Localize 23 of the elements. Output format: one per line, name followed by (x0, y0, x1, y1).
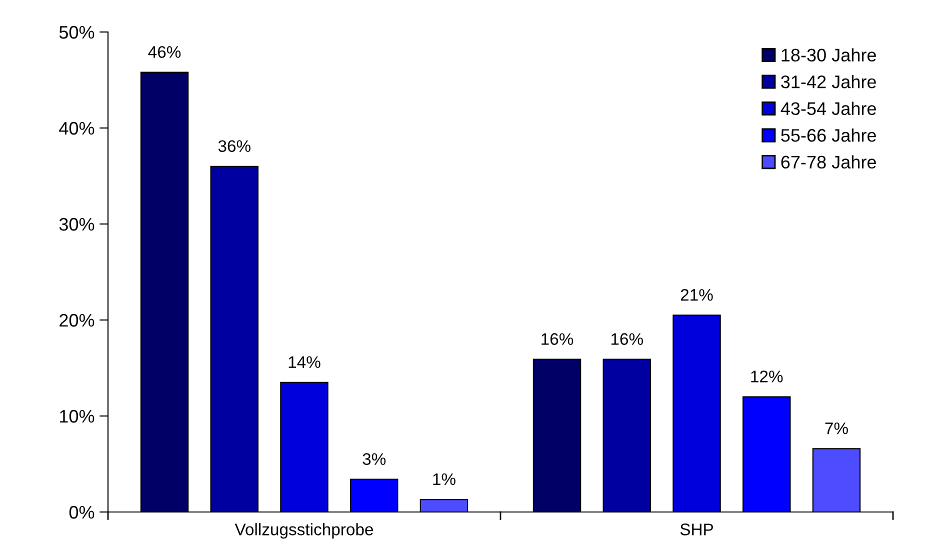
data-label: 12% (751, 370, 783, 382)
data-label: 16% (611, 333, 643, 345)
data-label: 1% (433, 473, 456, 486)
data-label: 46% (148, 46, 181, 58)
y-tick-label: 30% (59, 218, 94, 231)
data-label: 36% (218, 140, 250, 152)
legend-label: 43-54 Jahre (780, 102, 876, 116)
y-tick-label: 20% (60, 314, 94, 327)
data-label: 3% (362, 453, 386, 465)
legend-label: 67-78 Jahre (781, 155, 876, 169)
data-label: 16% (542, 333, 574, 345)
legend-label: 31-42 Jahre (781, 75, 876, 88)
data-label: 7% (825, 422, 848, 434)
legend-label: 18-30 Jahre (782, 48, 876, 62)
x-tick-label: SHP (680, 524, 714, 536)
legend-label: 55-66 Jahre (781, 128, 876, 142)
y-tick-label: 50% (59, 26, 94, 39)
data-label: 21% (680, 288, 713, 301)
y-tick-label: 40% (59, 122, 94, 135)
x-tick-label: Vollzugsstichprobe (234, 523, 373, 539)
y-tick-label: 0% (69, 506, 94, 519)
y-tick-label: 10% (60, 410, 94, 423)
data-label: 14% (288, 356, 320, 368)
